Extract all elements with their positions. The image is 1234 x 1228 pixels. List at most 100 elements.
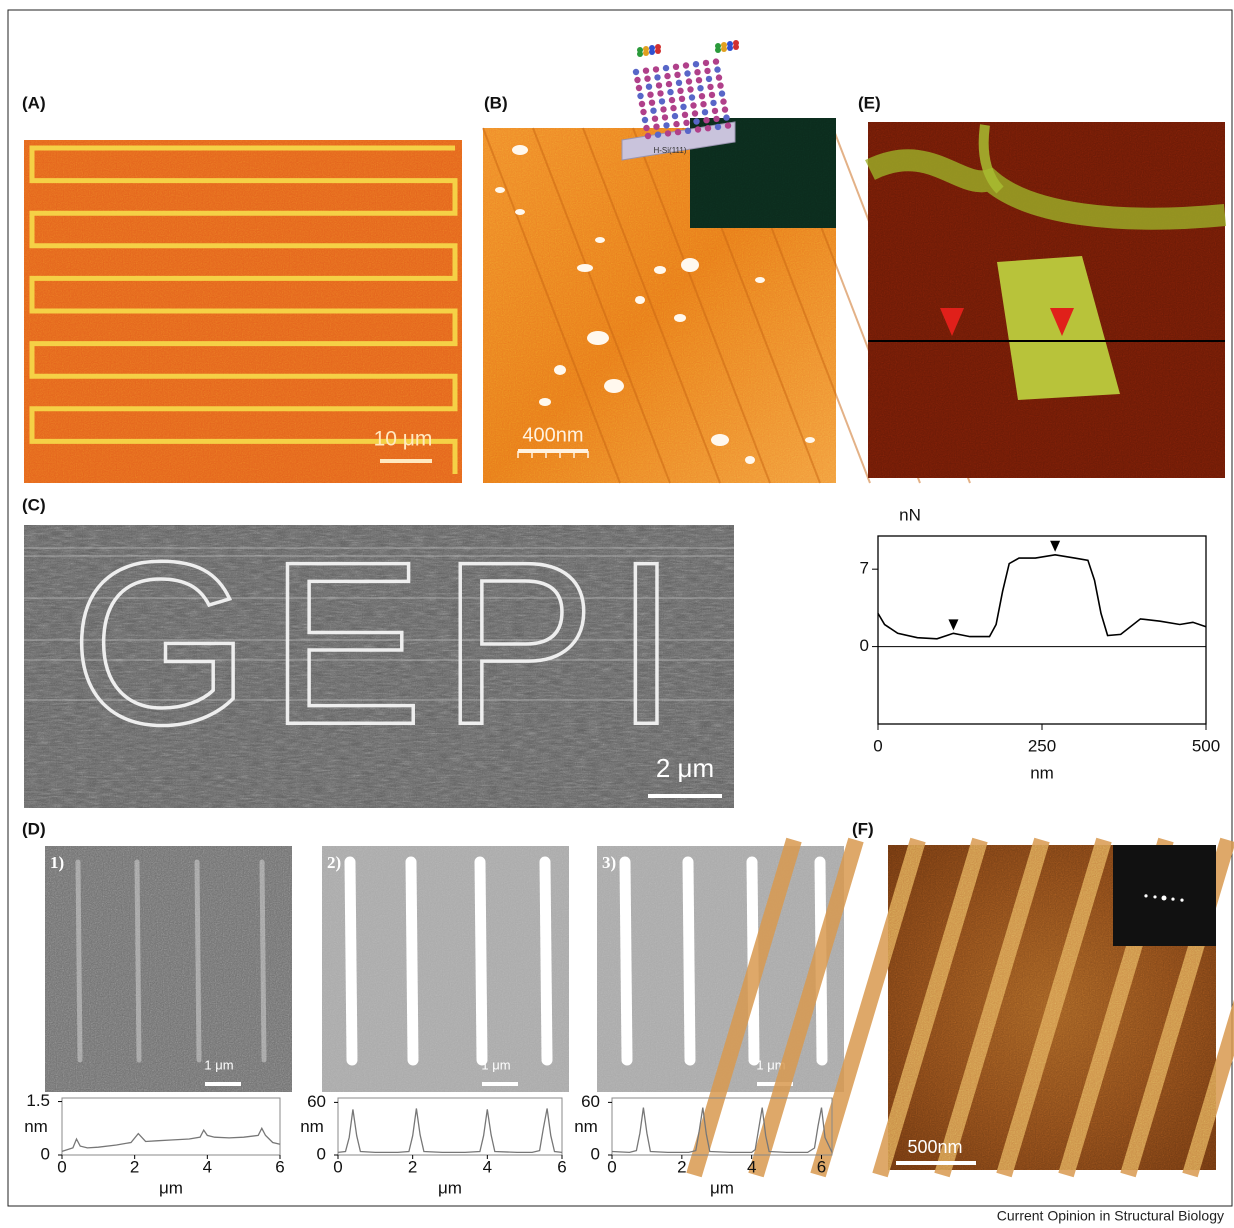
molecule-atom <box>665 80 673 88</box>
x-tick-label: 0 <box>57 1157 66 1176</box>
footer-credit: Current Opinion in Structural Biology <box>997 1208 1224 1224</box>
scale-bar-label: 500nm <box>907 1137 962 1157</box>
x-tick-label: 0 <box>873 736 882 755</box>
molecule-atom <box>673 120 680 128</box>
molecule-atom <box>687 86 694 93</box>
image-b-step <box>532 127 671 484</box>
molecule-atom <box>715 74 723 81</box>
image-texture <box>322 846 569 1092</box>
y-axis-label: nm <box>574 1117 598 1136</box>
molecule-atom <box>655 48 661 54</box>
molecule-atom <box>695 77 703 84</box>
panel-label: (A) <box>22 93 46 112</box>
molecule <box>632 40 739 140</box>
image-f-inset-spot <box>1171 897 1175 901</box>
scale-bar-label: 400nm <box>522 424 583 446</box>
image-e-patch <box>997 256 1120 400</box>
image-b-particle <box>711 434 729 446</box>
molecule-atom <box>681 111 689 119</box>
molecule-atom <box>704 125 712 132</box>
molecule-atom <box>711 107 719 115</box>
image-b-particle <box>681 258 699 272</box>
molecule-atom <box>652 66 660 73</box>
image-texture <box>597 846 844 1092</box>
image-b-particle <box>654 266 666 274</box>
profile-line <box>611 1107 833 1154</box>
molecule-atom <box>684 70 691 77</box>
y-axis-label: nN <box>899 505 921 524</box>
molecule-atom <box>668 96 676 104</box>
plot-frame <box>61 1097 281 1156</box>
x-axis-label: μm <box>438 1178 462 1197</box>
image-b-particle <box>755 277 765 283</box>
molecule-atom <box>664 72 671 80</box>
molecule-atom <box>660 106 667 113</box>
y-tick-label: 7 <box>860 559 869 578</box>
molecule-atom <box>674 71 681 79</box>
image-d-line <box>259 859 267 1063</box>
molecule-atom <box>697 85 704 92</box>
molecule-atom <box>713 115 720 123</box>
molecule-atom <box>690 102 697 109</box>
image-f-inset-spot <box>1161 895 1167 901</box>
image-d-line <box>134 859 142 1063</box>
image-b-particle <box>539 398 551 406</box>
molecule-atom <box>658 98 666 105</box>
molecule-atom <box>644 75 651 82</box>
image-b-step <box>632 127 771 484</box>
image-texture <box>45 846 292 1092</box>
image-b-particle <box>745 456 755 464</box>
image-b-step <box>582 127 721 484</box>
panel-label: (D) <box>22 819 46 838</box>
molecule-atom <box>672 63 680 70</box>
molecule-atom <box>637 92 644 100</box>
x-tick-label: 250 <box>1028 736 1056 755</box>
molecule-atom <box>710 99 717 107</box>
molecule-atom <box>648 99 656 106</box>
molecule-atom <box>684 127 692 134</box>
molecule-atom <box>655 82 663 89</box>
molecule-atom <box>675 79 683 87</box>
panel-label: (B) <box>484 93 508 112</box>
molecule-atom <box>712 58 720 65</box>
molecule-atom <box>662 64 670 72</box>
molecule-atom <box>724 122 732 129</box>
image-f-inset-spot <box>1144 894 1148 898</box>
image-b-particle <box>495 187 505 193</box>
x-tick-label: 0 <box>607 1157 616 1176</box>
image-b-particle <box>587 331 609 345</box>
molecule-atom <box>714 123 722 131</box>
image-a-pattern <box>29 145 458 474</box>
molecule-atom <box>634 76 641 84</box>
x-tick-label: 2 <box>130 1157 139 1176</box>
molecule-atom <box>664 130 672 137</box>
image-b-particle <box>595 237 605 243</box>
molecule-atom <box>704 67 711 75</box>
x-tick-label: 2 <box>408 1157 417 1176</box>
inset-label: 3) <box>602 853 616 872</box>
figure-frame <box>7 9 1233 1207</box>
image-f-inset <box>1113 845 1216 946</box>
molecule-atom <box>701 109 709 116</box>
inset-label: 2) <box>327 853 341 872</box>
molecule-atom <box>653 123 660 130</box>
molecule-atom <box>694 69 701 76</box>
molecule-atom <box>683 119 690 127</box>
molecule-atom <box>723 114 730 121</box>
molecule-atom <box>721 106 729 113</box>
image-f-stripe <box>748 837 864 1178</box>
profile-line <box>61 1126 281 1153</box>
molecule-atom <box>721 46 727 52</box>
molecule-atom <box>644 132 652 140</box>
plot-frame <box>337 1097 563 1156</box>
x-tick-label: 6 <box>817 1157 826 1176</box>
molecule-atom <box>691 110 699 117</box>
x-tick-label: 6 <box>275 1157 284 1176</box>
y-tick-label: 0 <box>41 1144 50 1163</box>
image-b-particle <box>674 314 686 322</box>
inset-pattern: GEPI <box>70 514 696 773</box>
image-b-particle <box>554 365 566 375</box>
panel-label: (C) <box>22 495 46 514</box>
image-d-line <box>344 856 358 1066</box>
